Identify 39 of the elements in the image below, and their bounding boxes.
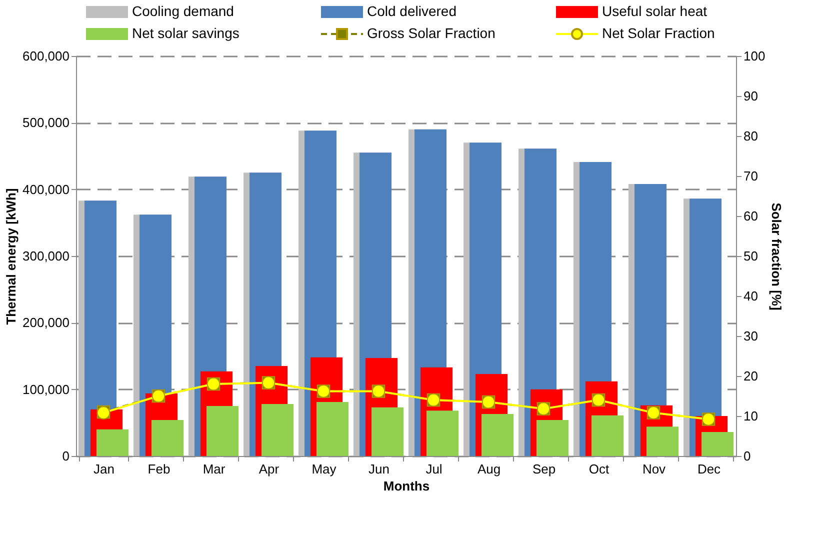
x-tick-label: Sep (532, 462, 556, 476)
y2-tick-label: 0 (744, 448, 751, 464)
x-tick-label: Apr (258, 462, 280, 476)
x-tick-label: Jun (368, 462, 390, 476)
x-tick-label: Dec (697, 462, 722, 476)
legend-label: Net Solar Fraction (602, 25, 715, 41)
x-tick-label: Feb (148, 462, 170, 476)
x-tick-label: Nov (642, 462, 666, 476)
y-tick-label: 300,000 (22, 248, 70, 264)
x-tick-label: May (312, 462, 337, 476)
x-tick-label: Jan (94, 462, 114, 476)
y2-tick-label: 30 (744, 328, 758, 344)
y-tick-label: 100,000 (22, 382, 70, 397)
y2-tick-label: 90 (744, 88, 758, 104)
y2-tick-label: 70 (744, 168, 758, 184)
y2-tick-label: 20 (744, 368, 758, 384)
x-tick-label: Jul (426, 462, 442, 476)
y2-tick-label: 10 (744, 408, 758, 424)
legend-label: Cooling demand (132, 3, 234, 19)
y2-tick-label: 60 (744, 208, 758, 224)
x-tick-label: Aug (477, 462, 501, 476)
y2-axis-title: Solar fraction [%] (769, 202, 784, 310)
y2-tick-label: 100 (744, 48, 766, 64)
legend-label: Useful solar heat (602, 3, 708, 19)
y2-tick-label: 80 (744, 128, 758, 144)
y-tick-label: 600,000 (22, 48, 70, 64)
legend-label: Gross Solar Fraction (367, 25, 496, 41)
y-axis-title: Thermal energy [kWh] (4, 188, 19, 325)
x-tick-label: Mar (202, 462, 226, 476)
x-axis-title: Months (383, 478, 430, 494)
y2-tick-label: 40 (744, 288, 758, 304)
legend-label: Cold delivered (367, 3, 456, 19)
x-tick-label: Oct (588, 462, 610, 476)
legend-label: Net solar savings (132, 25, 240, 41)
y-tick-label: 0 (62, 448, 70, 464)
y2-tick-label: 50 (744, 248, 758, 264)
y-tick-label: 400,000 (22, 182, 70, 197)
y-tick-label: 200,000 (22, 315, 70, 330)
y-tick-label: 500,000 (22, 115, 70, 130)
